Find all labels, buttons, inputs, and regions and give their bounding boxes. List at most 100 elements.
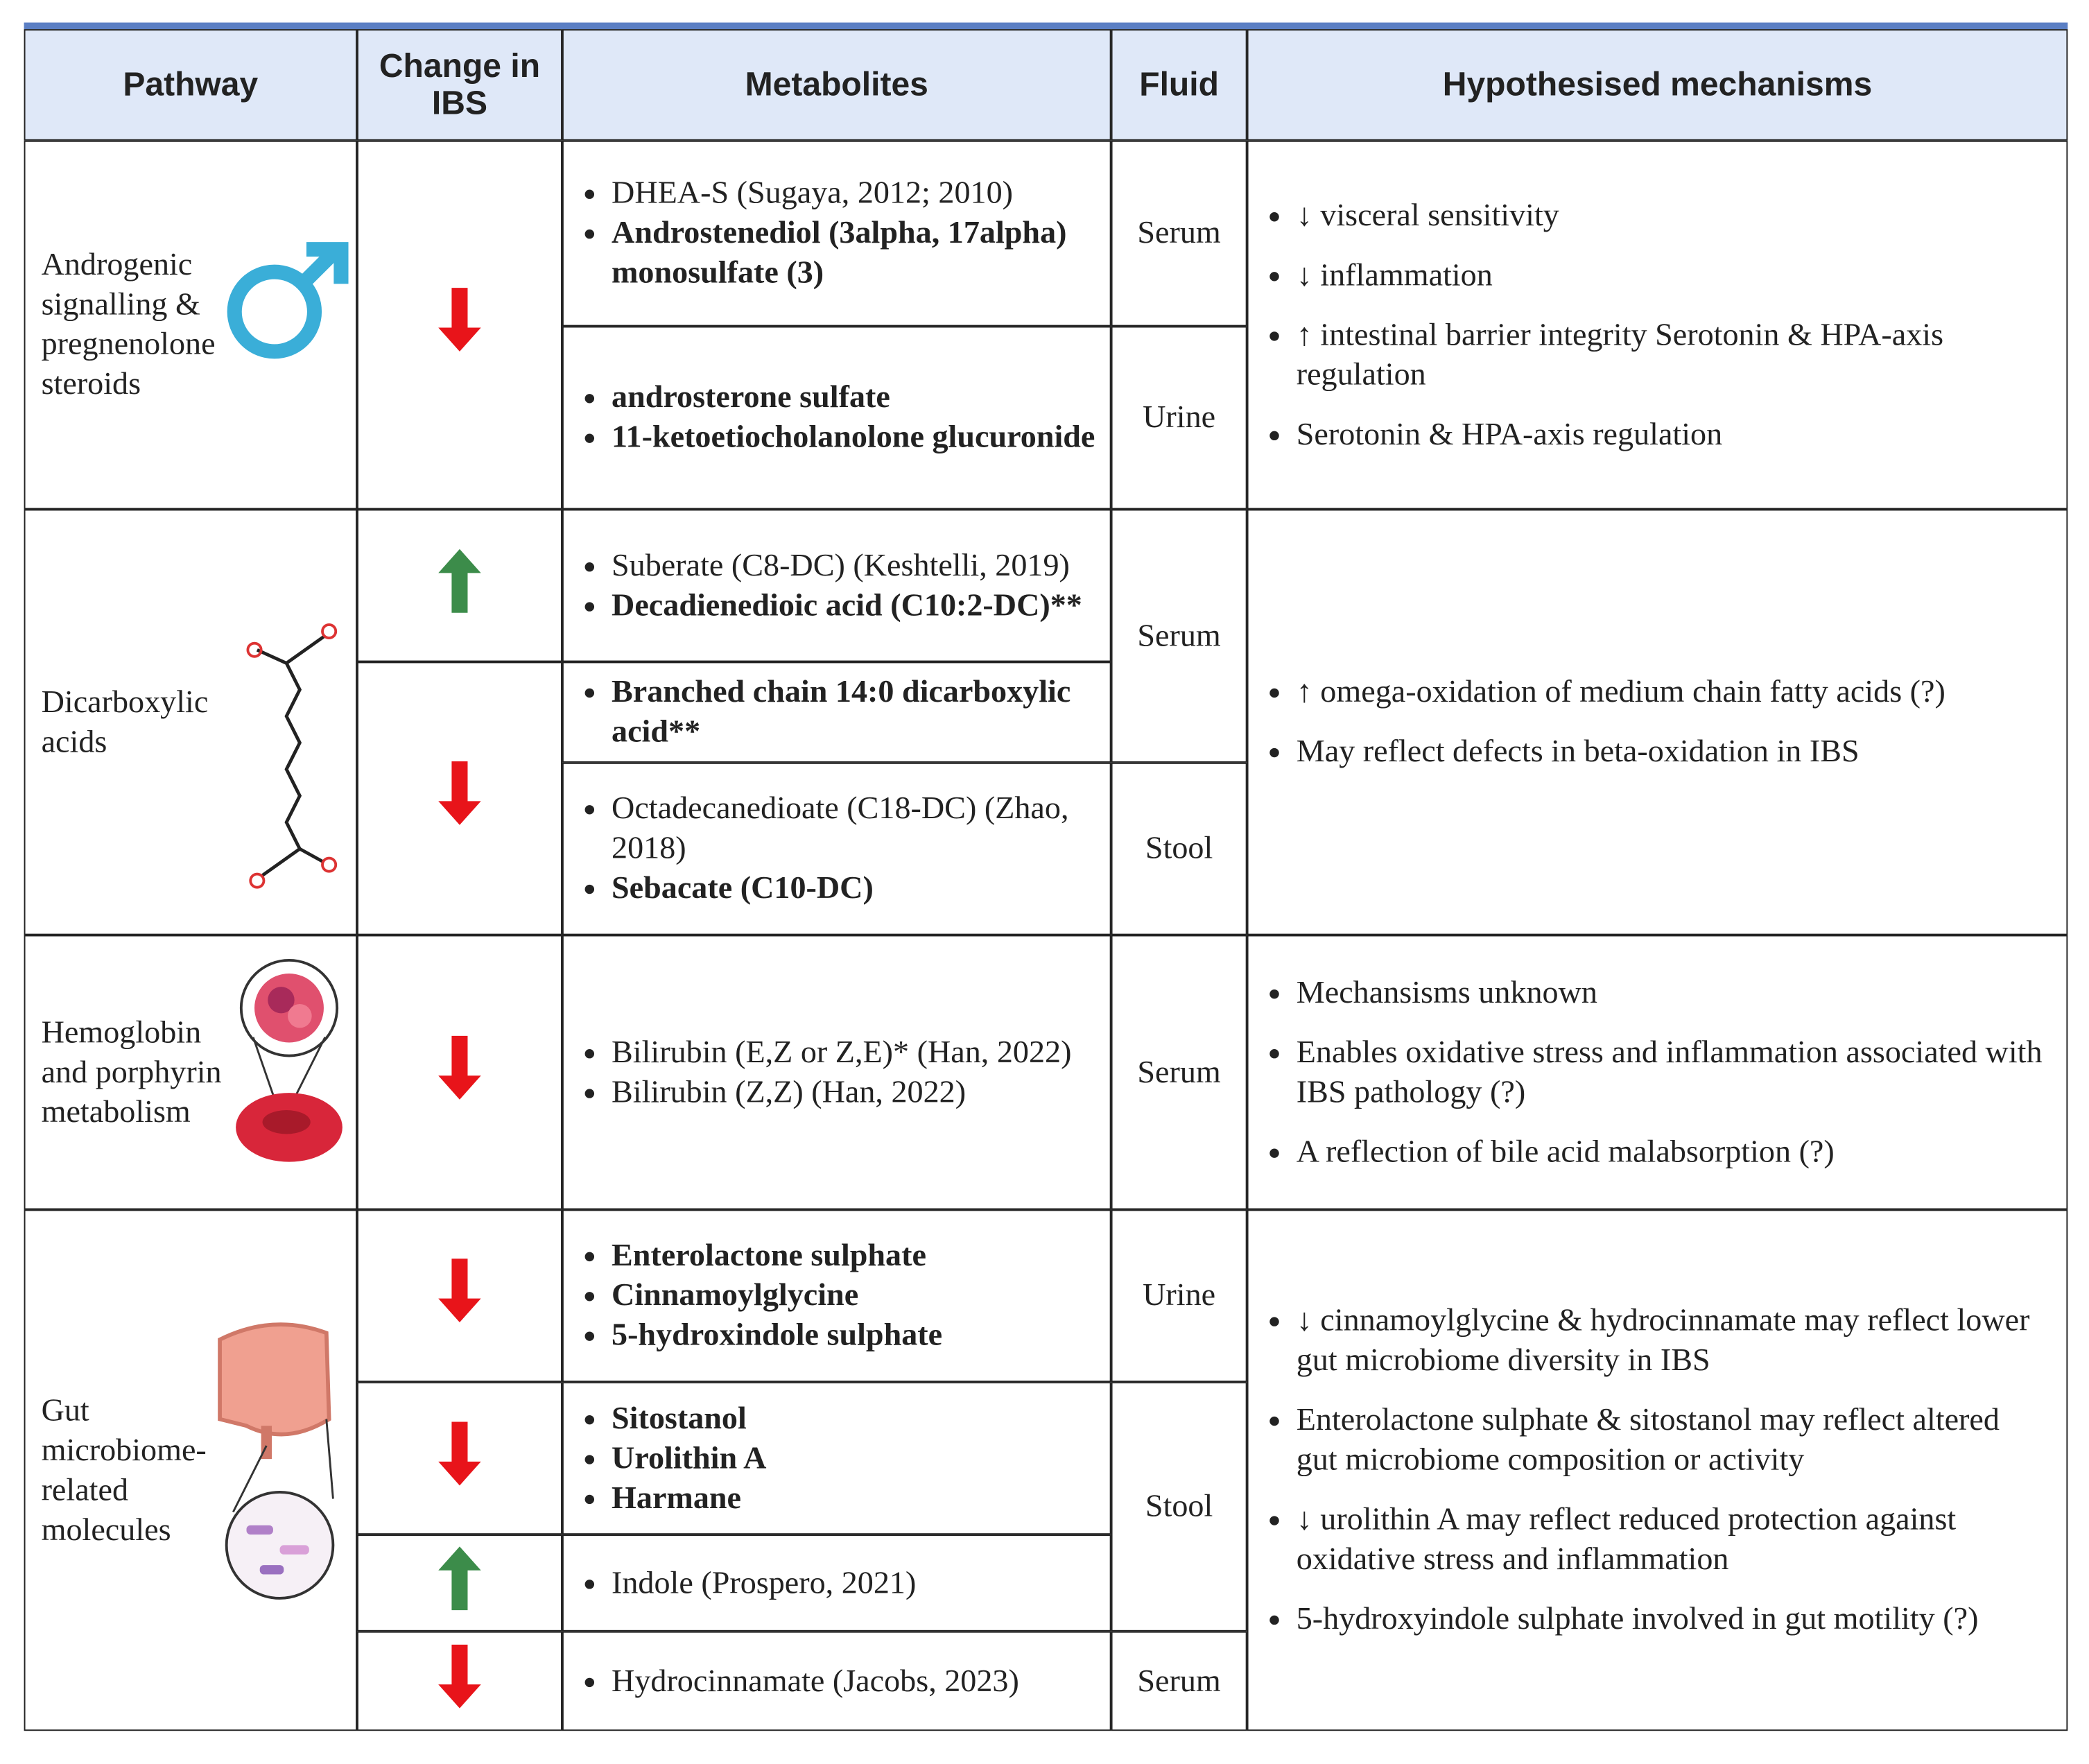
fluid-label: Serum <box>1137 1055 1221 1090</box>
metabolite: Indole (Prospero, 2021) <box>612 1563 1110 1602</box>
metabolite: Sebacate (C10-DC) <box>612 869 1110 908</box>
arrow-up <box>438 1546 481 1610</box>
metabolite-list: Indole (Prospero, 2021) <box>564 1563 1110 1602</box>
icon <box>227 242 349 359</box>
header-cell: Change in IBS <box>356 29 562 141</box>
icon <box>246 623 338 889</box>
header-text: Change in IBS <box>379 47 541 122</box>
arrow-down <box>438 1259 481 1323</box>
fluid-label: Stool <box>1145 831 1213 867</box>
metabolite: Cinnamoylglycine <box>612 1276 1110 1315</box>
fluid-label: Urine <box>1143 400 1216 435</box>
mechanisms-cell: Mechansisms unknown Enables oxidative str… <box>1247 935 2068 1210</box>
metabolites-cell: Enterolactone sulphateCinnamoylglycine5-… <box>562 1209 1111 1383</box>
mechanism: 5-hydroxyindole sulphate involved in gut… <box>1297 1600 2048 1639</box>
pathway-cell: Androgenic signalling & pregnenolone ste… <box>24 140 357 510</box>
metabolite-list: Enterolactone sulphateCinnamoylglycine5-… <box>564 1236 1110 1356</box>
metabolite: Urolithin A <box>612 1438 1110 1478</box>
mechanism: Enterolactone sulphate & sitostanol may … <box>1297 1401 2048 1480</box>
metabolite: Decadienedioic acid (C10:2-DC)** <box>612 586 1110 625</box>
arrow-down <box>438 1035 481 1099</box>
fluid-label: Stool <box>1145 1489 1213 1524</box>
metabolite: Enterolactone sulphate <box>612 1236 1110 1276</box>
header-top-rule <box>24 22 2068 30</box>
metabolites-cell: Branched chain 14:0 dicarboxylic acid** <box>562 662 1111 763</box>
fluid-cell: Stool <box>1111 762 1247 935</box>
mechanism: Enables oxidative stress and inflammatio… <box>1297 1032 2048 1112</box>
metabolite: Octadecanedioate (C18-DC) (Zhao, 2018) <box>612 789 1110 869</box>
mechanism: ↓ cinnamoylglycine & hydrocinnamate may … <box>1297 1301 2048 1381</box>
metabolite-list: Suberate (C8-DC) (Keshtelli, 2019)Decadi… <box>564 546 1110 625</box>
pathway-label: Gut microbiome-related molecules <box>41 1393 207 1548</box>
icon <box>236 958 343 1162</box>
fluid-label: Serum <box>1137 216 1221 251</box>
arrow-down <box>438 761 481 825</box>
header-cell: Metabolites <box>562 29 1111 141</box>
metabolites-cell: Indole (Prospero, 2021) <box>562 1534 1111 1632</box>
metabolites-cell: SitostanolUrolithin AHarmane <box>562 1382 1111 1535</box>
metabolite: Androstenediol (3alpha, 17alpha) monosul… <box>612 214 1110 293</box>
mechanism: May reflect defects in beta-oxidation in… <box>1297 732 2048 772</box>
mechanism: A reflection of bile acid malabsorption … <box>1297 1132 2048 1172</box>
fluid-cell: Urine <box>1111 1209 1247 1383</box>
mechanism: Mechansisms unknown <box>1297 973 2048 1012</box>
fluid-cell: Stool <box>1111 1382 1247 1632</box>
change-cell <box>356 1382 562 1535</box>
metabolites-cell: androsterone sulfate11-ketoetiocholanolo… <box>562 326 1111 510</box>
change-cell <box>356 1209 562 1383</box>
fluid-cell: Urine <box>1111 326 1247 510</box>
fluid-cell: Serum <box>1111 935 1247 1210</box>
metabolite: Hydrocinnamate (Jacobs, 2023) <box>612 1661 1110 1701</box>
fluid-label: Serum <box>1137 619 1221 654</box>
metabolite-list: Branched chain 14:0 dicarboxylic acid** <box>564 673 1110 752</box>
pathway-icon <box>233 958 346 1177</box>
pathway-icon <box>224 239 351 371</box>
mechanisms-cell: ↓ visceral sensitivity ↓ inflammation ↑ in… <box>1247 140 2068 510</box>
change-cell <box>356 140 562 510</box>
pathway-icon <box>246 610 353 908</box>
metabolite: androsterone sulfate <box>612 378 1110 417</box>
mechanism: ↑ omega-oxidation of medium chain fatty … <box>1297 673 2048 712</box>
metabolite-list: androsterone sulfate11-ketoetiocholanolo… <box>564 378 1110 458</box>
pathway-cell: Hemoglobin and porphyrin metabolism <box>24 935 357 1210</box>
fluid-label: Serum <box>1137 1663 1221 1699</box>
metabolite-list: SitostanolUrolithin AHarmane <box>564 1399 1110 1518</box>
change-arrow <box>433 282 487 367</box>
metabolite-list: Bilirubin (E,Z or Z,E)* (Han, 2022)Bilir… <box>564 1032 1110 1112</box>
arrow-down <box>438 1421 481 1485</box>
mechanism-list: ↓ visceral sensitivity ↓ inflammation ↑ in… <box>1249 175 2067 474</box>
metabolites-cell: Hydrocinnamate (Jacobs, 2023) <box>562 1631 1111 1731</box>
header-cell: Hypothesised mechanisms <box>1247 29 2068 141</box>
pathway-cell: Gut microbiome-related molecules <box>24 1209 357 1731</box>
metabolites-cell: Bilirubin (E,Z or Z,E)* (Han, 2022)Bilir… <box>562 935 1111 1210</box>
change-cell <box>356 935 562 1210</box>
pathway-label: Hemoglobin and porphyrin metabolism <box>41 1015 222 1130</box>
metabolite-list: Hydrocinnamate (Jacobs, 2023) <box>564 1661 1110 1701</box>
change-arrow <box>433 1541 487 1625</box>
metabolites-cell: Octadecanedioate (C18-DC) (Zhao, 2018)Se… <box>562 762 1111 935</box>
header-text: Pathway <box>123 66 259 104</box>
metabolite: Bilirubin (Z,Z) (Han, 2022) <box>612 1072 1110 1112</box>
metabolites-cell: Suberate (C8-DC) (Keshtelli, 2019)Decadi… <box>562 509 1111 662</box>
metabolite: Harmane <box>612 1478 1110 1518</box>
mechanism: ↓ urolithin A may reflect reduced protec… <box>1297 1500 2048 1580</box>
change-cell <box>356 1534 562 1632</box>
mechanisms-cell: ↑ omega-oxidation of medium chain fatty … <box>1247 509 2068 935</box>
mechanism-list: ↑ omega-oxidation of medium chain fatty … <box>1249 652 2067 792</box>
metabolite: 5-hydroxindole sulphate <box>612 1315 1110 1355</box>
header-cell: Pathway <box>24 29 357 141</box>
mechanism-list: ↓ cinnamoylglycine & hydrocinnamate may … <box>1249 1281 2067 1659</box>
change-cell <box>356 662 562 935</box>
pathway-icon <box>207 1313 340 1611</box>
change-arrow <box>433 1416 487 1501</box>
fluid-cell: Serum <box>1111 1631 1247 1731</box>
mechanism: Serotonin & HPA-axis regulation <box>1297 415 2048 454</box>
arrow-down <box>438 1643 481 1708</box>
metabolite: Sitostanol <box>612 1399 1110 1438</box>
pathway-label: Androgenic signalling & pregnenolone ste… <box>41 248 216 402</box>
metabolite: DHEA-S (Sugaya, 2012; 2010) <box>612 174 1110 214</box>
change-arrow <box>433 756 487 840</box>
change-cell <box>356 509 562 662</box>
arrow-up <box>438 548 481 612</box>
